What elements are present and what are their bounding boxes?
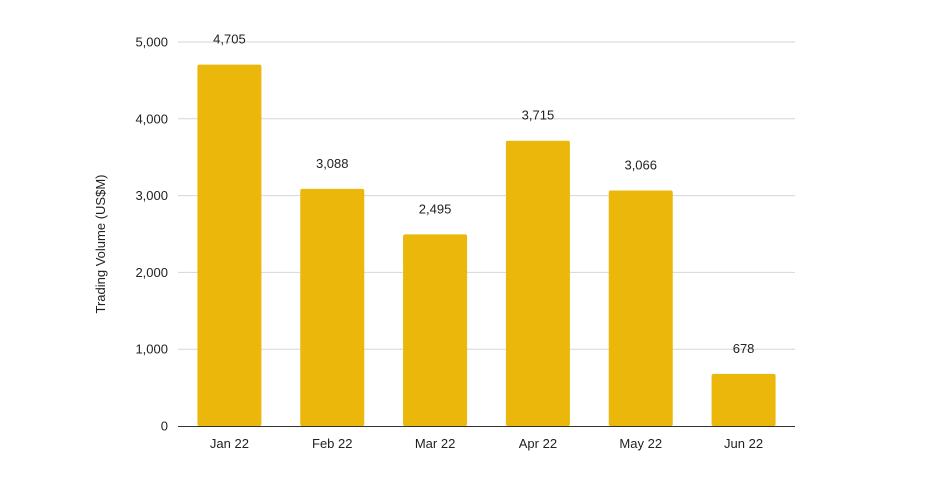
x-axis-ticks: Jan 22 Feb 22 Mar 22 Apr 22 May 22 Jun 22	[210, 436, 763, 451]
y-tick-label: 5,000	[135, 35, 168, 50]
data-label: 4,705	[213, 32, 246, 47]
x-tick-label: Apr 22	[519, 436, 557, 451]
y-tick-label: 1,000	[135, 342, 168, 357]
y-tick-label: 0	[161, 419, 168, 434]
bar	[403, 234, 468, 426]
data-label: 3,088	[316, 156, 349, 171]
data-labels: 4,705 3,088 2,495 3,715 3,066 678	[213, 32, 754, 356]
bars	[197, 64, 776, 427]
data-label: 678	[733, 341, 755, 356]
x-tick-label: Jun 22	[724, 436, 763, 451]
bar	[505, 140, 570, 427]
y-tick-label: 4,000	[135, 111, 168, 126]
data-label: 2,495	[419, 201, 452, 216]
x-tick-label: Jan 22	[210, 436, 249, 451]
y-tick-label: 2,000	[135, 265, 168, 280]
x-tick-label: May 22	[619, 436, 662, 451]
data-label: 3,066	[624, 158, 657, 173]
bar	[300, 188, 365, 426]
data-label: 3,715	[522, 108, 555, 123]
gridlines	[178, 41, 795, 350]
bar	[197, 64, 262, 426]
bar	[711, 373, 776, 426]
y-axis-ticks: 0 1,000 2,000 3,000 4,000 5,000	[135, 35, 168, 434]
x-tick-label: Mar 22	[415, 436, 455, 451]
y-tick-label: 3,000	[135, 188, 168, 203]
bar	[608, 190, 673, 426]
x-tick-label: Feb 22	[312, 436, 352, 451]
y-axis-title: Trading Volume (US$M)	[93, 175, 108, 314]
